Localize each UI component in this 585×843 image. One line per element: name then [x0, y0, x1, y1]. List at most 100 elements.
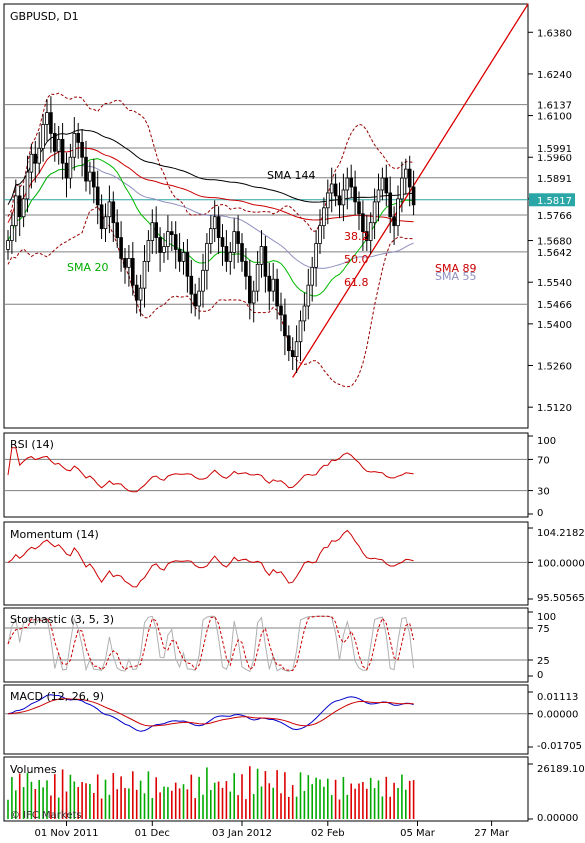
candle-body [349, 177, 353, 188]
candle-body [283, 314, 287, 337]
candle-body [302, 305, 307, 322]
y-tick-label: 1.5400 [537, 320, 572, 331]
candle-body [64, 162, 69, 179]
momentum-panel-title: Momentum (14) [10, 528, 99, 541]
level-label: 1.5891 [537, 174, 572, 185]
candle-body [372, 201, 377, 224]
candle-body [236, 231, 240, 244]
candle-body [53, 133, 57, 152]
stochastic-panel-title: Stochastic (3, 5, 3) [10, 613, 114, 626]
candle-body [376, 189, 381, 203]
candle-body [60, 138, 65, 164]
candle-body [45, 112, 49, 125]
macd-signal-line [7, 698, 414, 727]
candle-body [392, 216, 396, 227]
candle-body [279, 305, 283, 316]
y-tick-label: 95.50565 [537, 593, 585, 604]
candle-body [189, 275, 194, 295]
candle-body [286, 335, 291, 352]
candle-body [177, 249, 182, 262]
candle-body [142, 260, 147, 289]
current-price-label: 1.5817 [537, 196, 572, 207]
y-tick-label: 1.6240 [537, 70, 572, 81]
rsi-panel-frame [3, 432, 529, 518]
candle-body [411, 186, 416, 206]
candle-body [228, 252, 233, 262]
y-tick-label: 1.5680 [537, 237, 572, 248]
candle-body [407, 168, 412, 188]
sma20-label: SMA 20 [67, 261, 109, 274]
volume-panel-title: Volumes [10, 763, 57, 776]
candle-body [49, 112, 53, 134]
candle-body [345, 177, 350, 191]
x-tick-label: 01 Nov 2011 [34, 828, 98, 839]
candle-body [361, 213, 365, 233]
level-label: 1.5642 [537, 248, 572, 259]
x-tick-label: 05 Mar [400, 828, 436, 839]
sma89-label: SMA 89 [435, 262, 477, 275]
y-tick-label: 0 [537, 670, 543, 681]
candle-body [103, 216, 108, 230]
candle-body [290, 350, 295, 357]
candle-body [306, 284, 311, 307]
candle-body [329, 183, 334, 194]
candle-body [162, 246, 166, 253]
level-label-box [529, 171, 575, 185]
candle-body [255, 263, 260, 292]
volume-panel-frame [3, 756, 529, 822]
candle-body [364, 231, 369, 241]
candle-body [325, 192, 330, 209]
candle-body [29, 153, 34, 173]
current-price-label-box [529, 193, 575, 207]
candle-body [111, 201, 116, 224]
candle-body [95, 186, 100, 206]
candle-body [368, 222, 373, 241]
candle-body [37, 147, 41, 164]
y-tick-label: 0.00000 [537, 710, 578, 721]
level-label-box [529, 141, 575, 155]
candle-body [150, 222, 155, 241]
y-tick-label: 1.5540 [537, 278, 572, 289]
main-panel-frame [3, 3, 529, 429]
stochastic-panel [4, 615, 528, 673]
sma144-label: SMA 144 [267, 169, 316, 182]
candle-body [267, 275, 272, 292]
volume-panel [7, 766, 415, 819]
panel-frames [3, 3, 529, 822]
sma20-line [7, 158, 414, 297]
x-axis: 01 Nov 2011 01 Dec 03 Jan 2012 02 Feb 05 Mar… [34, 821, 510, 839]
candle-body [232, 231, 237, 253]
candle-body [130, 257, 135, 286]
candle-body [333, 183, 338, 197]
rsi-panel [4, 447, 528, 493]
candle-body [10, 225, 14, 241]
candle-body [127, 257, 131, 268]
candle-body [92, 171, 96, 188]
candle-body [400, 177, 404, 200]
macd-panel-title: MACD (12, 26, 9) [10, 690, 104, 703]
y-tick-label: 26189.10 [537, 764, 585, 775]
y-tick-label: 1.6380 [537, 28, 572, 39]
fib50-label: 50.0 [344, 253, 369, 266]
candle-body [403, 168, 408, 179]
candle-body [173, 234, 178, 250]
candle-body [224, 246, 229, 262]
candle-body [41, 124, 45, 149]
candle-body [247, 275, 252, 304]
candle-body [33, 153, 38, 164]
fibonacci-fan [292, 3, 529, 378]
y-tick-label: 1.5260 [537, 362, 572, 373]
candle-body [169, 231, 174, 235]
y-tick-label: 25 [537, 656, 550, 667]
candle-body [263, 246, 268, 277]
momentum-panel [4, 529, 528, 588]
stochastic-panel-frame [3, 607, 529, 683]
level-label-box [529, 98, 575, 112]
rsi-line [7, 447, 414, 493]
candle-body [68, 156, 73, 179]
candle-body [318, 225, 322, 244]
candle-body [166, 231, 170, 247]
level-label: 1.5466 [537, 300, 572, 311]
